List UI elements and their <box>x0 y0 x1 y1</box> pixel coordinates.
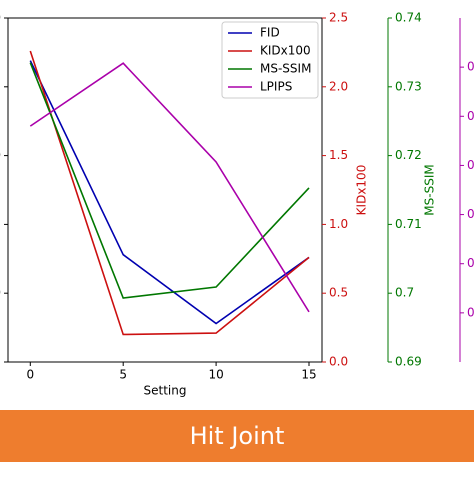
legend-box <box>221 21 319 99</box>
y-tick-label: 0 <box>467 158 474 172</box>
y-tick-label: 0 <box>0 148 1 162</box>
y-tick-label: 0 <box>467 207 474 221</box>
y-tick-label: 0.72 <box>395 148 422 162</box>
y-tick-label: 0.5 <box>329 286 348 300</box>
data-line <box>29 60 310 325</box>
y-tick-label: 2.5 <box>329 11 348 25</box>
legend-label: MS-SSIM <box>260 62 311 76</box>
y-tick-label: 5 <box>0 79 1 93</box>
y-tick-label: 1.5 <box>329 148 348 162</box>
y-tick-label: 0 <box>467 256 474 270</box>
x-tick-label: 5 <box>119 368 127 382</box>
y-tick-label: 1.0 <box>329 217 348 231</box>
y-tick-label: 0 <box>467 305 474 319</box>
y-tick-label: 0 <box>467 60 474 74</box>
y-tick-label: 2.0 <box>329 79 348 93</box>
y-tick-label: 5 <box>0 217 1 231</box>
banner-title: Hit Joint <box>190 422 285 450</box>
y-tick-label: 0 <box>0 11 1 25</box>
y-tick-label: 0.69 <box>395 355 422 369</box>
y-tick-label: 0.73 <box>395 79 422 93</box>
x-tick-label: 0 <box>26 368 34 382</box>
y-axis-label: KIDx100 <box>355 165 369 216</box>
x-tick-label: 15 <box>301 368 316 382</box>
plot-frame <box>7 17 323 363</box>
legend-label: KIDx100 <box>260 44 311 58</box>
y-tick-label: 0 <box>0 286 1 300</box>
data-line <box>29 50 310 336</box>
y-tick-label: 0.71 <box>395 217 422 231</box>
y-axis-label: MS-SSIM <box>423 164 437 215</box>
legend-label: LPIPS <box>260 80 292 94</box>
y-tick-label: 0 <box>467 109 474 123</box>
y-tick-label: 0.7 <box>395 286 414 300</box>
data-line <box>29 62 310 313</box>
y-tick-label: 0.74 <box>395 11 422 25</box>
y-tick-label: 0.0 <box>329 355 348 369</box>
banner <box>0 410 474 462</box>
x-axis-label: Setting <box>144 384 187 398</box>
y-tick-label: 5 <box>0 355 1 369</box>
legend-label: FID <box>260 26 280 40</box>
x-tick-label: 10 <box>208 368 223 382</box>
